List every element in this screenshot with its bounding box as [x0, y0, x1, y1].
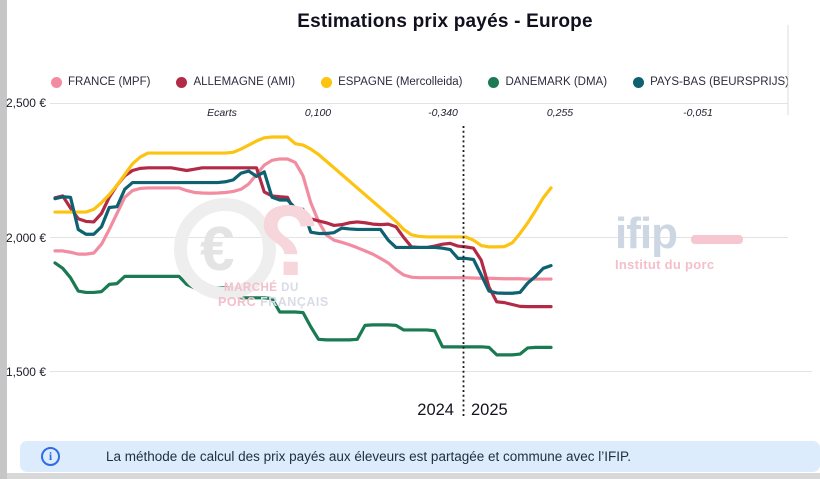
legend-dot-icon [633, 76, 645, 88]
info-banner: i La méthode de calcul des prix payés au… [20, 441, 820, 472]
legend-dot-icon [51, 76, 63, 88]
series-line-espagne [53, 135, 553, 249]
ecart-value: -0,051 [683, 107, 713, 119]
window-edge-left [0, 0, 7, 479]
y-axis-label-2000: 2,000 € [5, 231, 46, 245]
ecart-value: 0,100 [304, 107, 332, 119]
x-axis-year-2024: 2024 [417, 401, 454, 419]
ecart-value: 0,255 [546, 107, 574, 119]
legend-item-espagne[interactable]: ESPAGNE (Mercolleida) [321, 76, 462, 88]
legend-dot-icon [488, 76, 500, 88]
window-edge-bottom [7, 473, 820, 479]
legend-dot-icon [321, 76, 333, 88]
legend-label: DANEMARK (DMA) [505, 76, 608, 88]
x-axis-year-2025: 2025 [471, 401, 508, 419]
legend-label: PAYS-BAS (BEURSPRIJS) [650, 76, 789, 88]
ecart-value: -0,340 [428, 107, 458, 119]
legend-label: ALLEMAGNE (AMI) [193, 76, 296, 88]
series-line-france [53, 157, 553, 281]
legend-item-danemark[interactable]: DANEMARK (DMA) [488, 76, 607, 88]
info-banner-text: La méthode de calcul des prix payés aux … [106, 449, 632, 464]
ecarts-row: Ecarts 0,100 -0,340 0,255 -0,051 [0, 107, 820, 121]
series-line-allemagne [53, 166, 553, 309]
y-axis-label-2500: 2,500 € [5, 96, 46, 110]
legend-label: ESPAGNE (Mercolleida) [338, 76, 463, 88]
y-axis-label-1500: 1,500 € [5, 365, 46, 379]
series-layer [53, 135, 553, 357]
series-line-pays_bas [53, 169, 553, 295]
legend: FRANCE (MPF) ALLEMAGNE (AMI) ESPAGNE (Merc… [50, 76, 790, 88]
legend-item-allemagne[interactable]: ALLEMAGNE (AMI) [176, 76, 295, 88]
legend-dot-icon [176, 76, 188, 88]
legend-label: FRANCE (MPF) [68, 76, 151, 88]
ecarts-label: Ecarts [207, 107, 237, 119]
legend-item-france[interactable]: FRANCE (MPF) [51, 76, 150, 88]
legend-item-pays_bas[interactable]: PAYS-BAS (BEURSPRIJS) [633, 76, 789, 88]
info-icon: i [41, 447, 60, 466]
series-line-danemark [53, 261, 553, 357]
page-title: Estimations prix payés - Europe [297, 11, 593, 32]
